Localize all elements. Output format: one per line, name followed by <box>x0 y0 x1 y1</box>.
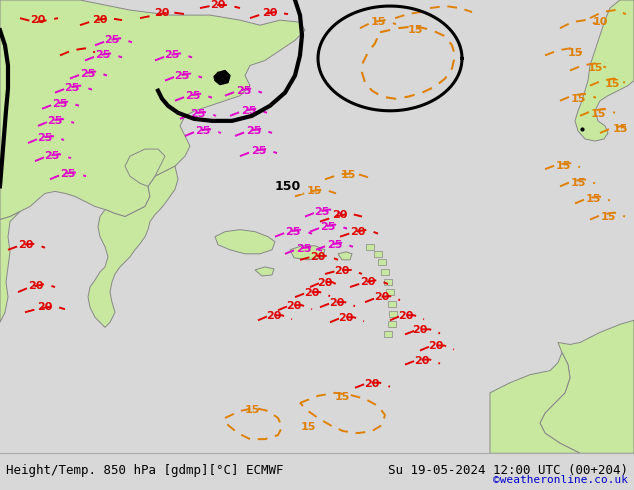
Text: 20: 20 <box>18 240 34 250</box>
Text: 15: 15 <box>600 212 616 221</box>
Text: 25: 25 <box>53 99 68 109</box>
Text: 25: 25 <box>174 71 190 80</box>
Text: 25: 25 <box>190 109 205 119</box>
Text: 20: 20 <box>339 313 354 323</box>
Text: 15: 15 <box>407 25 423 35</box>
Text: 20: 20 <box>154 8 170 18</box>
Text: 15: 15 <box>244 405 260 415</box>
Text: 20: 20 <box>429 342 444 351</box>
Text: 20: 20 <box>365 379 380 389</box>
Polygon shape <box>490 352 580 453</box>
Text: 20: 20 <box>29 281 44 291</box>
Text: 25: 25 <box>48 116 63 126</box>
Text: 25: 25 <box>327 240 343 250</box>
Text: 25: 25 <box>64 83 80 93</box>
Text: 15: 15 <box>306 186 321 196</box>
Text: 25: 25 <box>320 221 335 232</box>
Text: 25: 25 <box>242 106 257 116</box>
Polygon shape <box>384 279 392 285</box>
Text: 20: 20 <box>360 277 376 287</box>
Polygon shape <box>125 149 165 186</box>
Polygon shape <box>88 166 178 327</box>
Text: 20: 20 <box>329 298 345 308</box>
Text: 25: 25 <box>247 126 262 136</box>
Text: 20: 20 <box>332 210 347 220</box>
Text: 20: 20 <box>262 8 278 18</box>
Text: 25: 25 <box>236 86 252 96</box>
Text: 15: 15 <box>301 422 316 432</box>
Polygon shape <box>215 230 275 254</box>
Text: 15: 15 <box>587 64 603 74</box>
Text: 25: 25 <box>95 50 111 60</box>
Text: 25: 25 <box>296 244 312 254</box>
Text: 20: 20 <box>287 301 302 311</box>
Text: 20: 20 <box>304 288 320 298</box>
Text: 20: 20 <box>93 15 108 25</box>
Text: 25: 25 <box>285 227 301 237</box>
Text: 15: 15 <box>590 109 605 119</box>
Polygon shape <box>381 269 389 275</box>
Polygon shape <box>290 246 325 260</box>
Polygon shape <box>389 311 397 318</box>
Polygon shape <box>388 321 396 327</box>
Polygon shape <box>0 0 305 220</box>
Text: 20: 20 <box>310 252 326 262</box>
Text: 20: 20 <box>30 15 46 25</box>
Polygon shape <box>388 301 396 307</box>
Text: 20: 20 <box>37 302 53 312</box>
Text: Height/Temp. 850 hPa [gdmp][°C] ECMWF: Height/Temp. 850 hPa [gdmp][°C] ECMWF <box>6 464 283 477</box>
Text: 15: 15 <box>571 178 586 188</box>
Text: 25: 25 <box>195 126 210 136</box>
Text: 20: 20 <box>334 266 350 276</box>
Polygon shape <box>338 252 352 260</box>
Text: 20: 20 <box>374 292 390 302</box>
Text: 15: 15 <box>585 195 600 204</box>
Text: 25: 25 <box>44 151 60 161</box>
Polygon shape <box>0 212 20 322</box>
Polygon shape <box>255 267 274 276</box>
Text: 10: 10 <box>592 17 607 27</box>
Text: 25: 25 <box>314 206 330 217</box>
Text: 150: 150 <box>275 180 301 193</box>
Text: 15: 15 <box>612 124 628 134</box>
Polygon shape <box>575 0 634 141</box>
Text: 15: 15 <box>370 17 385 27</box>
Polygon shape <box>366 244 374 250</box>
Text: 20: 20 <box>266 311 281 321</box>
Text: 15: 15 <box>340 170 356 180</box>
Polygon shape <box>540 320 634 453</box>
Polygon shape <box>374 251 382 257</box>
Polygon shape <box>378 259 386 265</box>
Text: 15: 15 <box>571 94 586 104</box>
Text: 25: 25 <box>164 50 179 60</box>
Text: 20: 20 <box>412 325 428 335</box>
Polygon shape <box>386 289 394 295</box>
Text: 15: 15 <box>567 49 583 58</box>
Text: ©weatheronline.co.uk: ©weatheronline.co.uk <box>493 475 628 485</box>
Polygon shape <box>384 331 392 338</box>
Text: 20: 20 <box>210 0 226 10</box>
Text: 20: 20 <box>317 278 333 288</box>
Text: 25: 25 <box>105 35 120 45</box>
Text: Su 19-05-2024 12:00 UTC (00+204): Su 19-05-2024 12:00 UTC (00+204) <box>388 464 628 477</box>
Text: 25: 25 <box>37 133 53 143</box>
Text: 25: 25 <box>81 69 96 78</box>
Text: 20: 20 <box>414 356 430 366</box>
Text: 25: 25 <box>60 169 75 179</box>
Text: 25: 25 <box>185 91 201 100</box>
Text: 20: 20 <box>398 311 414 321</box>
Text: 15: 15 <box>555 161 571 171</box>
Text: 15: 15 <box>334 392 350 402</box>
Polygon shape <box>214 71 230 85</box>
Text: 15: 15 <box>604 78 619 89</box>
Text: 25: 25 <box>251 146 267 156</box>
Text: 20: 20 <box>351 227 366 237</box>
